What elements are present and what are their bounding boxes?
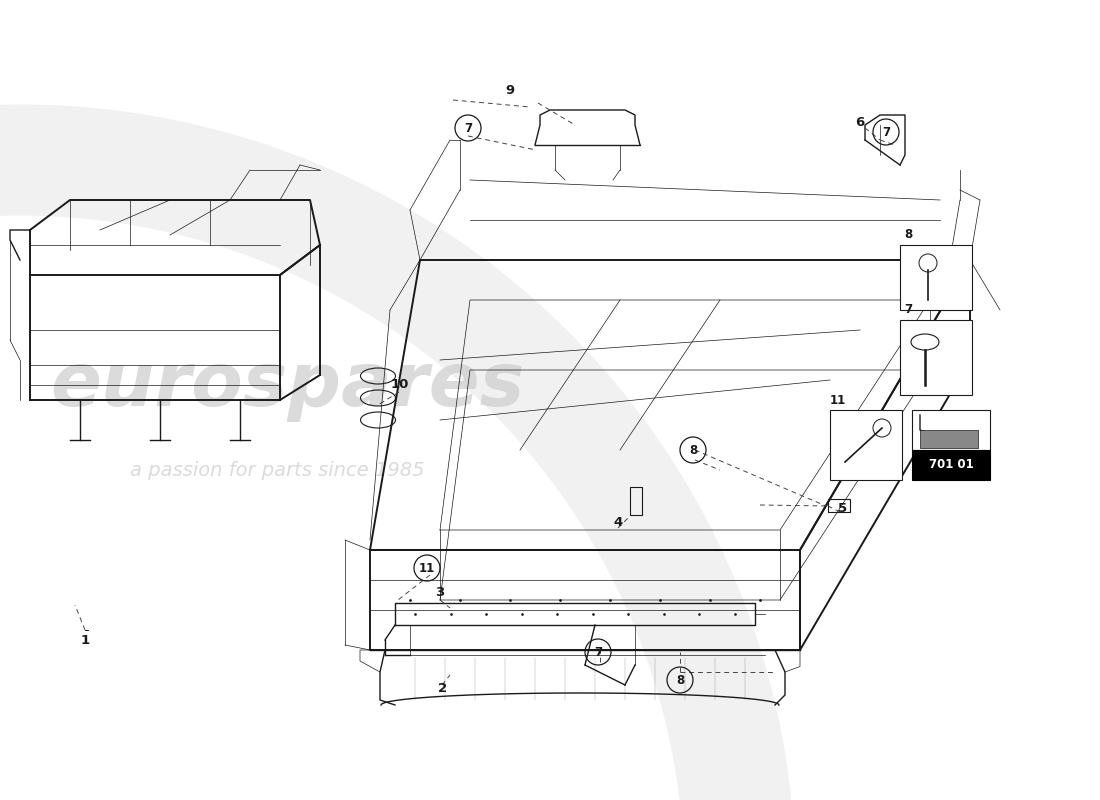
- Text: 8: 8: [675, 674, 684, 686]
- Text: 7: 7: [882, 126, 890, 138]
- Text: 8: 8: [689, 443, 697, 457]
- Text: 9: 9: [505, 83, 515, 97]
- Text: 11: 11: [829, 394, 846, 406]
- Text: 7: 7: [594, 646, 602, 658]
- Bar: [912, 450, 990, 480]
- Text: 7: 7: [904, 303, 912, 317]
- Text: 701 01: 701 01: [928, 458, 974, 471]
- Bar: [912, 410, 990, 450]
- Bar: [828, 499, 850, 512]
- Text: 11: 11: [419, 562, 436, 574]
- Text: 4: 4: [614, 515, 623, 529]
- Text: 5: 5: [838, 502, 848, 515]
- Text: 3: 3: [436, 586, 444, 599]
- Text: 1: 1: [80, 634, 89, 646]
- Bar: [900, 320, 972, 395]
- Text: 8: 8: [904, 229, 912, 242]
- Text: 6: 6: [856, 115, 865, 129]
- Text: 2: 2: [439, 682, 448, 694]
- Text: eurospares: eurospares: [50, 349, 525, 422]
- Text: 7: 7: [464, 122, 472, 134]
- Text: 10: 10: [390, 378, 409, 391]
- Bar: [630, 487, 642, 515]
- Bar: [830, 410, 902, 480]
- Bar: [920, 430, 978, 448]
- Text: a passion for parts since 1985: a passion for parts since 1985: [130, 461, 425, 479]
- Bar: [900, 245, 972, 310]
